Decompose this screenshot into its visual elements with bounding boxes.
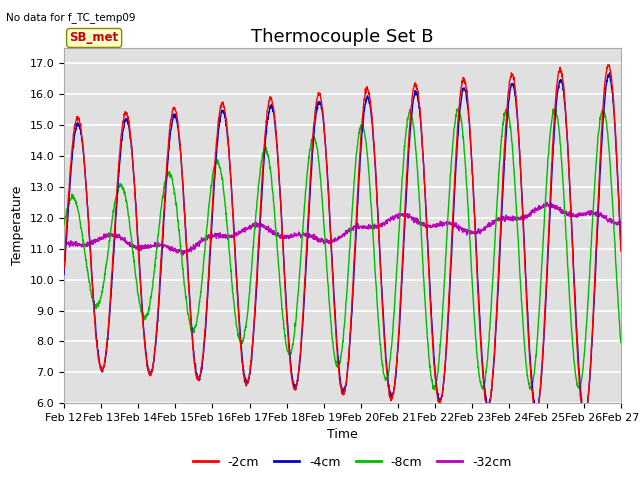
Legend: -2cm, -4cm, -8cm, -32cm: -2cm, -4cm, -8cm, -32cm [188, 451, 516, 474]
Text: SB_met: SB_met [70, 32, 118, 45]
Title: Thermocouple Set B: Thermocouple Set B [251, 28, 434, 47]
Y-axis label: Temperature: Temperature [11, 186, 24, 265]
X-axis label: Time: Time [327, 429, 358, 442]
Text: No data for f_TC_temp09: No data for f_TC_temp09 [6, 12, 136, 23]
